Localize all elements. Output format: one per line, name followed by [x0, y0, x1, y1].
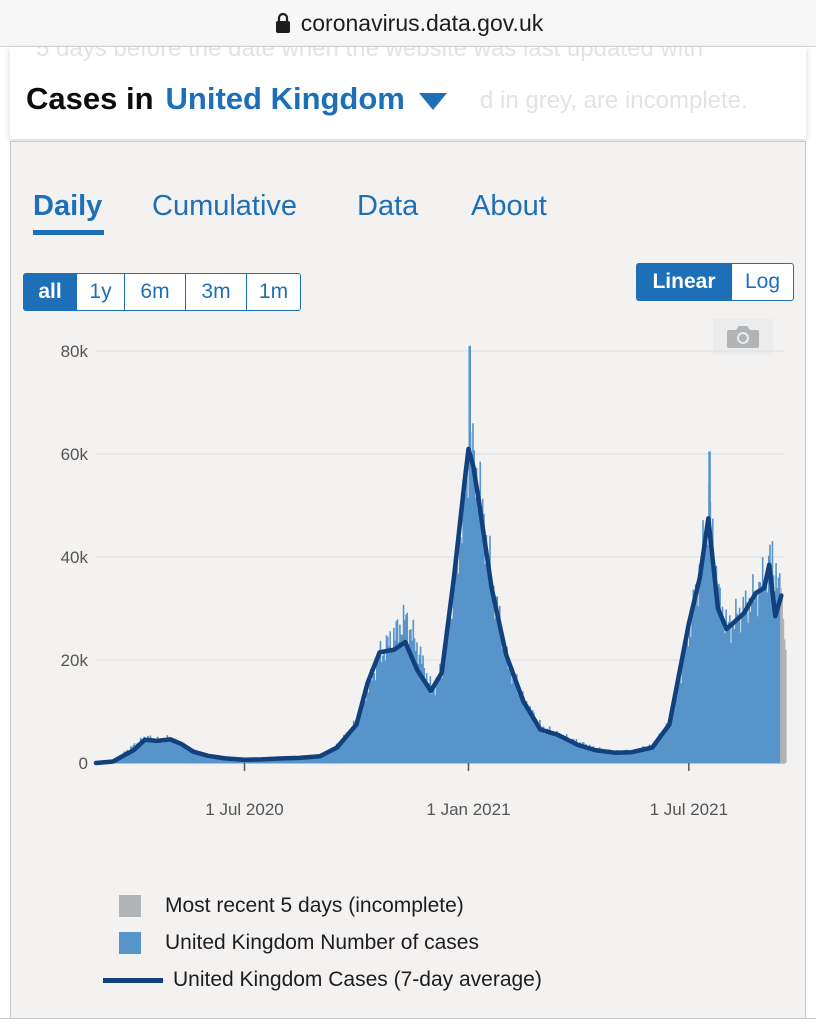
case-bar-peak	[468, 346, 471, 763]
title-prefix: Cases in	[26, 81, 154, 117]
legend-line-swatch	[103, 978, 163, 983]
y-tick-label: 60k	[61, 445, 89, 464]
legend-swatch	[119, 932, 141, 954]
location-label: United Kingdom	[166, 81, 405, 117]
triangle-down-icon	[419, 91, 447, 111]
address-bar[interactable]: coronavirus.data.gov.uk	[0, 0, 816, 47]
y-tick-label: 0	[79, 754, 88, 773]
location-dropdown[interactable]: United Kingdom	[166, 81, 447, 117]
background-text: 5 days before the date when the website …	[36, 47, 703, 63]
incomplete-bar	[785, 650, 787, 763]
legend-label: United Kingdom Cases (7-day average)	[173, 968, 542, 992]
legend-item: United Kingdom Number of cases	[119, 931, 479, 955]
x-tick-label: 1 Jan 2021	[426, 800, 510, 819]
legend-item: United Kingdom Cases (7-day average)	[103, 968, 542, 992]
y-tick-label: 80k	[61, 342, 89, 361]
lock-icon	[273, 12, 293, 34]
page-title: Cases in United Kingdom	[26, 81, 447, 117]
page-header: 5 days before the date when the website …	[10, 47, 806, 139]
legend-item: Most recent 5 days (incomplete)	[119, 894, 464, 918]
background-text: d in grey, are incomplete.	[480, 87, 748, 115]
url-text: coronavirus.data.gov.uk	[301, 10, 544, 37]
cases-chart: 0 20k 40k 60k 80k 1 Jul 2020 1 Jan 2021 1 Jul 2…	[11, 142, 807, 882]
x-tick-label: 1 Jul 2021	[650, 800, 728, 819]
legend-swatch	[119, 895, 141, 917]
legend-label: Most recent 5 days (incomplete)	[165, 894, 464, 918]
chart-card: Daily Cumulative Data About all 1y 6m 3m…	[10, 141, 806, 1024]
x-tick-label: 1 Jul 2020	[205, 800, 283, 819]
case-bar-peak	[708, 451, 711, 763]
legend-label: United Kingdom Number of cases	[165, 931, 479, 955]
y-tick-label: 20k	[61, 651, 89, 670]
y-tick-label: 40k	[61, 548, 89, 567]
